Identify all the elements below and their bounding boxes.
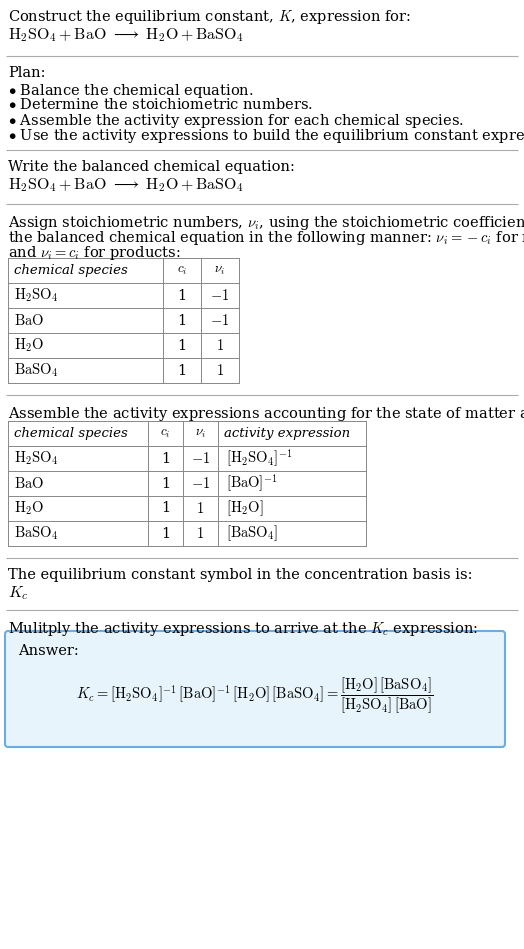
Text: $\mathrm{H_2SO_4}$: $\mathrm{H_2SO_4}$ [14, 287, 59, 305]
Text: $[\mathrm{BaO}]^{-1}$: $[\mathrm{BaO}]^{-1}$ [226, 473, 278, 494]
Text: $\mathrm{H_2O}$: $\mathrm{H_2O}$ [14, 337, 45, 354]
Text: 1: 1 [178, 339, 187, 352]
Text: $K_c = [\mathrm{H_2SO_4}]^{-1}\,[\mathrm{BaO}]^{-1}\,[\mathrm{H_2O}]\,[\mathrm{B: $K_c = [\mathrm{H_2SO_4}]^{-1}\,[\mathrm… [77, 676, 433, 716]
Text: 1: 1 [178, 363, 187, 378]
Text: 1: 1 [161, 527, 170, 541]
Text: $\mathrm{H_2SO_4 + BaO\ \longrightarrow\ H_2O + BaSO_4}$: $\mathrm{H_2SO_4 + BaO\ \longrightarrow\… [8, 26, 244, 44]
Text: The equilibrium constant symbol in the concentration basis is:: The equilibrium constant symbol in the c… [8, 568, 473, 582]
Text: Assign stoichiometric numbers, $\nu_i$, using the stoichiometric coefficients, $: Assign stoichiometric numbers, $\nu_i$, … [8, 214, 524, 232]
Text: $[\mathrm{H_2SO_4}]^{-1}$: $[\mathrm{H_2SO_4}]^{-1}$ [226, 448, 293, 469]
Text: $\nu_i$: $\nu_i$ [214, 264, 226, 277]
Text: $1$: $1$ [216, 363, 224, 378]
Text: $\bullet$ Balance the chemical equation.: $\bullet$ Balance the chemical equation. [8, 82, 254, 100]
Text: $\mathrm{BaO}$: $\mathrm{BaO}$ [14, 476, 44, 491]
Text: chemical species: chemical species [14, 264, 128, 277]
Text: Write the balanced chemical equation:: Write the balanced chemical equation: [8, 160, 295, 174]
Text: $-1$: $-1$ [210, 313, 230, 328]
Text: $1$: $1$ [216, 338, 224, 353]
Text: Answer:: Answer: [18, 644, 79, 658]
Text: chemical species: chemical species [14, 427, 128, 440]
Text: $-1$: $-1$ [191, 451, 210, 466]
Text: $\mathrm{BaO}$: $\mathrm{BaO}$ [14, 313, 44, 328]
Text: $\mathrm{H_2SO_4}$: $\mathrm{H_2SO_4}$ [14, 450, 59, 467]
Text: $\mathrm{H_2O}$: $\mathrm{H_2O}$ [14, 500, 45, 517]
Text: Plan:: Plan: [8, 66, 46, 80]
Text: $1$: $1$ [196, 526, 204, 541]
Text: $\bullet$ Use the activity expressions to build the equilibrium constant express: $\bullet$ Use the activity expressions t… [8, 127, 524, 145]
Text: $-1$: $-1$ [210, 288, 230, 303]
Text: activity expression: activity expression [224, 427, 350, 440]
Text: $\mathrm{H_2SO_4 + BaO\ \longrightarrow\ H_2O + BaSO_4}$: $\mathrm{H_2SO_4 + BaO\ \longrightarrow\… [8, 176, 244, 194]
Text: Construct the equilibrium constant, $K$, expression for:: Construct the equilibrium constant, $K$,… [8, 8, 411, 26]
Text: Mulitply the activity expressions to arrive at the $K_c$ expression:: Mulitply the activity expressions to arr… [8, 620, 478, 638]
Text: $1$: $1$ [196, 501, 204, 516]
Text: Assemble the activity expressions accounting for the state of matter and $\nu_i$: Assemble the activity expressions accoun… [8, 405, 524, 423]
Text: $[\mathrm{H_2O}]$: $[\mathrm{H_2O}]$ [226, 498, 264, 518]
Text: $-1$: $-1$ [191, 476, 210, 491]
Text: $K_c$: $K_c$ [8, 584, 28, 602]
Text: $\nu_i$: $\nu_i$ [195, 427, 206, 440]
Text: and $\nu_i = c_i$ for products:: and $\nu_i = c_i$ for products: [8, 244, 180, 262]
Text: 1: 1 [161, 452, 170, 466]
Text: $\mathrm{BaSO_4}$: $\mathrm{BaSO_4}$ [14, 525, 59, 542]
Text: 1: 1 [178, 288, 187, 303]
Text: $\bullet$ Determine the stoichiometric numbers.: $\bullet$ Determine the stoichiometric n… [8, 97, 313, 112]
Text: the balanced chemical equation in the following manner: $\nu_i = -c_i$ for react: the balanced chemical equation in the fo… [8, 229, 524, 247]
Text: 1: 1 [161, 476, 170, 491]
Text: $[\mathrm{BaSO_4}]$: $[\mathrm{BaSO_4}]$ [226, 524, 278, 544]
FancyBboxPatch shape [5, 631, 505, 747]
Text: $\mathrm{BaSO_4}$: $\mathrm{BaSO_4}$ [14, 362, 59, 380]
Text: $\bullet$ Assemble the activity expression for each chemical species.: $\bullet$ Assemble the activity expressi… [8, 112, 464, 130]
Text: $c_i$: $c_i$ [160, 427, 171, 440]
Text: 1: 1 [161, 501, 170, 515]
Text: $c_i$: $c_i$ [177, 264, 187, 277]
Text: 1: 1 [178, 313, 187, 327]
